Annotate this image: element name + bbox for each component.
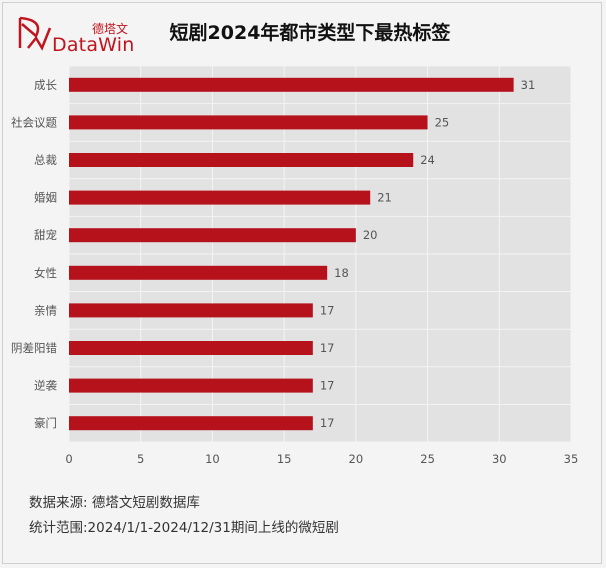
x-tick-label: 35: [564, 452, 579, 466]
x-tick-label: 5: [137, 452, 144, 466]
category-label: 阴差阳错: [11, 341, 57, 355]
logo-en-text: DataWin: [52, 34, 135, 56]
value-label: 18: [334, 266, 349, 280]
bar-8: [69, 341, 313, 355]
data-source-note: 数据来源: 德塔文短剧数据库: [29, 495, 200, 511]
datawin-logo: 德塔文 DataWin: [14, 14, 154, 56]
category-label: 女性: [34, 266, 57, 280]
value-label: 25: [435, 115, 450, 129]
x-tick-label: 25: [420, 452, 435, 466]
datawin-logo-icon: [18, 16, 52, 51]
value-label: 20: [363, 228, 378, 242]
bar-6: [69, 265, 328, 280]
value-label: 17: [320, 379, 335, 393]
chart-title: 短剧2024年都市类型下最热标签: [169, 22, 451, 44]
category-label: 成长: [34, 78, 57, 92]
bar-9: [69, 378, 313, 393]
bar-4: [69, 190, 371, 205]
x-tick-label: 20: [349, 452, 364, 466]
x-tick-label: 30: [492, 452, 507, 466]
category-label: 总裁: [34, 153, 57, 167]
x-tick-label: 0: [65, 452, 72, 466]
value-label: 17: [320, 303, 335, 317]
category-label: 社会议题: [11, 115, 57, 129]
data-range-note: 统计范围:2024/1/1-2024/12/31期间上线的微短剧: [29, 520, 339, 536]
value-label: 24: [420, 153, 435, 167]
bar-5: [69, 228, 356, 243]
bar-10: [69, 416, 313, 431]
value-label: 17: [320, 341, 335, 355]
bar-1: [69, 77, 514, 92]
bar-3: [69, 153, 414, 167]
x-tick-label: 10: [205, 452, 220, 466]
category-label: 婚姻: [34, 191, 57, 205]
bar-7: [69, 303, 313, 318]
logo-cn-text: 德塔文: [92, 22, 129, 36]
category-label: 逆袭: [34, 379, 57, 393]
bar-2: [69, 115, 428, 130]
category-label: 甜宠: [34, 228, 57, 242]
category-label: 豪门: [34, 416, 57, 430]
value-label: 31: [521, 78, 536, 92]
value-label: 21: [377, 191, 392, 205]
value-label: 17: [320, 416, 335, 430]
x-tick-label: 15: [277, 452, 292, 466]
category-label: 亲情: [34, 303, 57, 317]
